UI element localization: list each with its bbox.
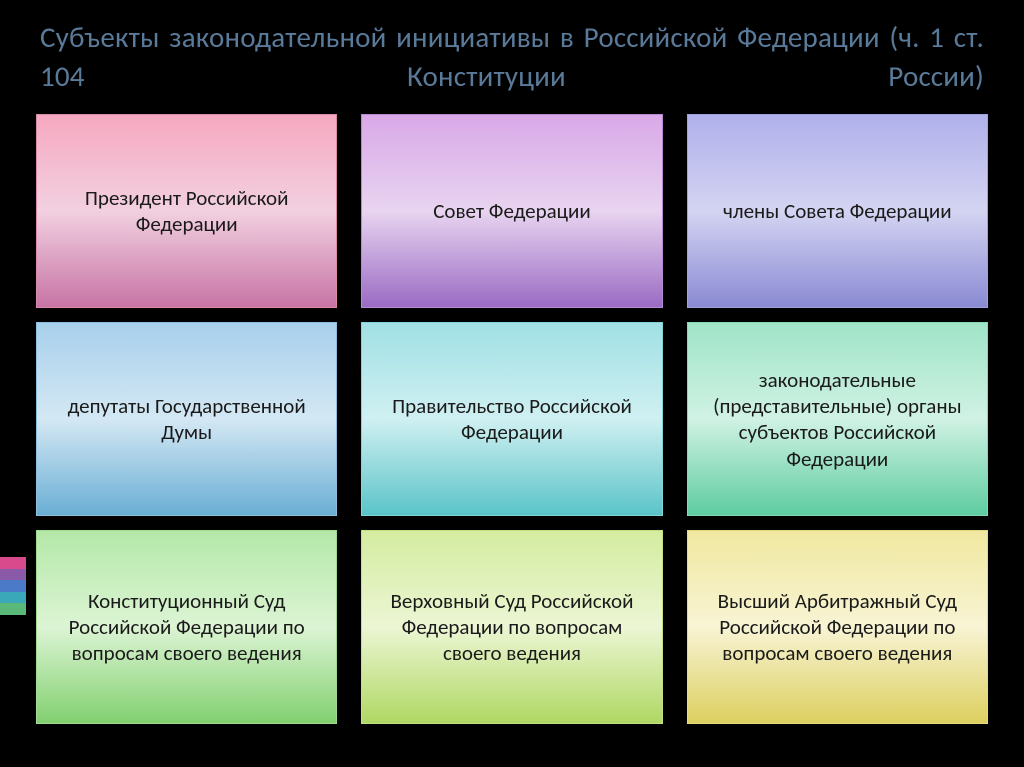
accent-bar <box>0 557 26 615</box>
accent-stripe <box>0 603 26 615</box>
grid-container: Президент Российской Федерации Совет Фед… <box>36 114 988 724</box>
cell-label: Правительство Российской Федерации <box>380 393 643 446</box>
cell-arbitration-court: Высший Арбитражный Суд Российской Федера… <box>687 530 988 724</box>
accent-stripe <box>0 557 26 569</box>
slide: Субъекты законодательной инициативы в Ро… <box>0 0 1024 767</box>
cell-legislative-bodies: законодательные (представительные) орган… <box>687 322 988 516</box>
slide-title: Субъекты законодательной инициативы в Ро… <box>36 18 988 114</box>
accent-stripe <box>0 592 26 604</box>
accent-stripe <box>0 580 26 592</box>
cell-supreme-court: Верховный Суд Российской Федерации по во… <box>361 530 662 724</box>
cell-federation-council: Совет Федерации <box>361 114 662 308</box>
cell-government: Правительство Российской Федерации <box>361 322 662 516</box>
cell-duma-deputies: депутаты Государственной Думы <box>36 322 337 516</box>
cell-label: Конституционный Суд Российской Федерации… <box>55 588 318 667</box>
cell-label: законодательные (представительные) орган… <box>706 367 969 472</box>
cell-label: Верховный Суд Российской Федерации по во… <box>380 588 643 667</box>
cell-label: члены Совета Федерации <box>723 198 952 224</box>
accent-stripe <box>0 569 26 581</box>
cell-constitutional-court: Конституционный Суд Российской Федерации… <box>36 530 337 724</box>
cell-label: Президент Российской Федерации <box>55 185 318 238</box>
cell-council-members: члены Совета Федерации <box>687 114 988 308</box>
cell-label: Совет Федерации <box>433 198 591 224</box>
cell-label: Высший Арбитражный Суд Российской Федера… <box>706 588 969 667</box>
cell-label: депутаты Государственной Думы <box>55 393 318 446</box>
cell-president: Президент Российской Федерации <box>36 114 337 308</box>
